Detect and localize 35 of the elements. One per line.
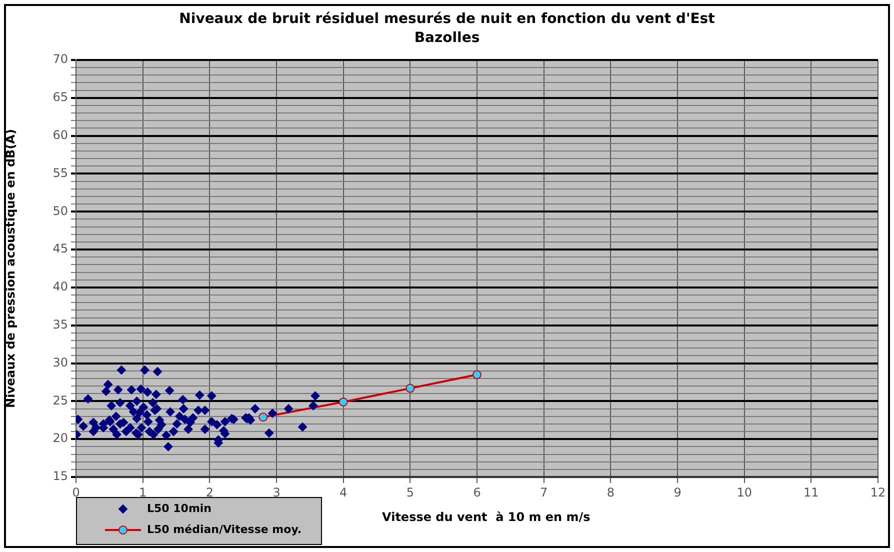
y-tick-label: 15	[52, 469, 68, 484]
y-tick-label: 70	[52, 52, 68, 66]
x-tick-label: 0	[72, 485, 80, 500]
point	[406, 384, 415, 393]
x-tick-label: 2	[206, 485, 214, 500]
y-tick-label: 55	[52, 166, 68, 180]
point	[472, 370, 482, 380]
point	[258, 412, 268, 422]
y-tick-label: 65	[52, 90, 68, 104]
y-tick-label: 50	[52, 204, 68, 218]
legend-label: L50 médian/Vitesse moy.	[147, 523, 302, 536]
x-tick-label: 3	[272, 485, 280, 500]
y-axis-title: Niveaux de pression acoustique en dB(A)	[3, 129, 18, 408]
chart-subtitle: Bazolles	[413, 29, 481, 48]
y-tick-label: 35	[52, 317, 68, 332]
y-tick-label: 20	[52, 431, 68, 446]
y-tick-label: 25	[52, 393, 68, 408]
x-tick-label: 9	[674, 485, 682, 500]
x-tick-label: 4	[340, 485, 348, 500]
x-axis-title: Vitesse du vent à 10 m en m/s	[382, 510, 590, 524]
point	[338, 397, 348, 406]
y-tick-label: 60	[52, 128, 68, 142]
y-tick-label: 30	[52, 355, 68, 370]
x-tick-label: 11	[804, 485, 819, 500]
x-tick-label: 8	[606, 485, 614, 500]
x-tick-label: 12	[870, 485, 886, 500]
x-tick-label: 5	[406, 485, 414, 500]
chart-title: Niveaux de bruit résiduel mesurés de nuit en fonction du vent d'Est	[178, 10, 716, 29]
y-tick-label: 40	[52, 280, 68, 294]
x-tick-label: 6	[473, 485, 481, 500]
legend-label: L50 10min	[147, 502, 212, 515]
x-tick-label: 1	[139, 485, 147, 500]
x-tick-label: 7	[540, 485, 548, 500]
y-tick-label: 45	[52, 242, 68, 256]
x-tick-label: 10	[736, 485, 752, 500]
